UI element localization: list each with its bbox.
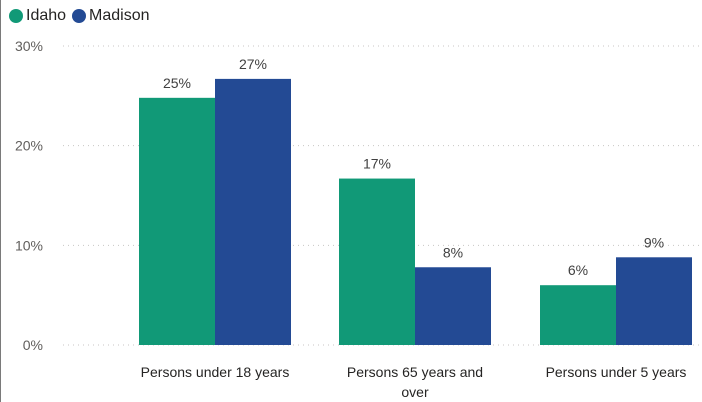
y-tick-label: 20%: [15, 138, 43, 154]
bar-madison[interactable]: [616, 257, 692, 345]
legend-label-madison: Madison: [89, 7, 150, 24]
x-category-label: Persons under 5 years: [546, 364, 687, 380]
bar-idaho[interactable]: [540, 285, 616, 345]
data-label: 9%: [644, 234, 664, 250]
x-category-label: over: [401, 384, 429, 400]
x-category-label: Persons 65 years and: [347, 364, 483, 380]
legend-marker-madison: [72, 9, 87, 23]
data-label: 27%: [239, 56, 267, 72]
y-tick-label: 0%: [23, 337, 43, 353]
data-label: 25%: [163, 75, 191, 91]
legend: Idaho Madison: [9, 5, 150, 27]
y-tick-label: 30%: [15, 38, 43, 54]
bar-idaho[interactable]: [339, 178, 415, 345]
bar-idaho[interactable]: [139, 97, 215, 346]
data-label: 8%: [443, 244, 463, 260]
legend-item-idaho[interactable]: Idaho: [9, 7, 66, 25]
legend-marker-idaho: [9, 9, 23, 23]
bar-madison[interactable]: [215, 78, 291, 345]
y-tick-label: 10%: [15, 237, 43, 253]
data-label: 17%: [363, 156, 391, 172]
legend-label-idaho: Idaho: [26, 7, 67, 24]
data-label: 6%: [568, 262, 588, 278]
legend-item-madison[interactable]: Madison: [72, 7, 150, 25]
x-category-label: Persons under 18 years: [141, 364, 290, 380]
bar-madison[interactable]: [415, 267, 491, 345]
